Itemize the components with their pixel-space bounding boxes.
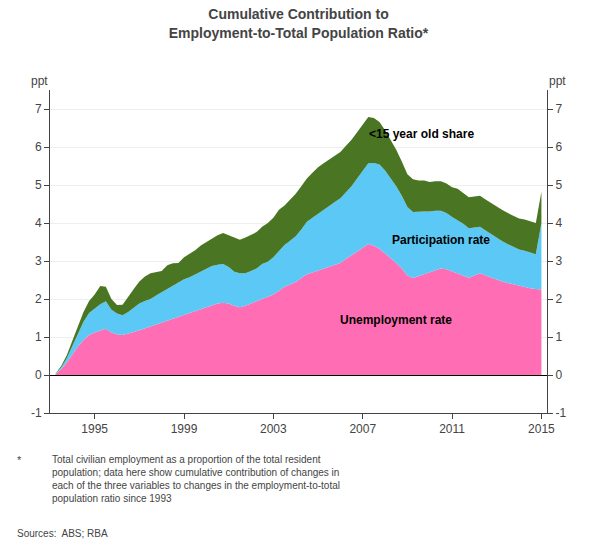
svg-text:5: 5 bbox=[35, 178, 42, 192]
svg-text:7: 7 bbox=[555, 102, 562, 116]
svg-text:2015: 2015 bbox=[528, 422, 555, 436]
svg-text:6: 6 bbox=[555, 140, 562, 154]
svg-text:1999: 1999 bbox=[171, 422, 198, 436]
svg-text:-1: -1 bbox=[31, 406, 42, 420]
svg-text:4: 4 bbox=[555, 216, 562, 230]
svg-text:3: 3 bbox=[35, 254, 42, 268]
svg-text:1: 1 bbox=[555, 330, 562, 344]
svg-text:4: 4 bbox=[35, 216, 42, 230]
svg-text:Participation rate: Participation rate bbox=[392, 233, 490, 247]
svg-text:0: 0 bbox=[555, 368, 562, 382]
svg-text:2011: 2011 bbox=[439, 422, 465, 436]
svg-text:Total civilian employment as a: Total civilian employment as a proportio… bbox=[52, 454, 340, 504]
svg-text:<15 year old share: <15 year old share bbox=[369, 127, 474, 141]
svg-text:ppt: ppt bbox=[549, 74, 566, 88]
svg-text:Unemployment rate: Unemployment rate bbox=[340, 313, 452, 327]
svg-text:Sources: ABS; RBA: Sources: ABS; RBA bbox=[17, 528, 108, 539]
svg-text:Cumulative Contribution toEmpl: Cumulative Contribution toEmployment-to-… bbox=[169, 6, 429, 40]
svg-text:1: 1 bbox=[35, 330, 42, 344]
svg-text:2: 2 bbox=[555, 292, 562, 306]
svg-text:7: 7 bbox=[35, 102, 42, 116]
svg-text:2003: 2003 bbox=[260, 422, 287, 436]
svg-text:1995: 1995 bbox=[81, 422, 108, 436]
svg-text:2007: 2007 bbox=[349, 422, 376, 436]
svg-text:-1: -1 bbox=[555, 406, 566, 420]
svg-text:0: 0 bbox=[35, 368, 42, 382]
svg-text:6: 6 bbox=[35, 140, 42, 154]
svg-text:3: 3 bbox=[555, 254, 562, 268]
svg-text:*: * bbox=[17, 454, 22, 466]
svg-text:ppt: ppt bbox=[31, 74, 48, 88]
svg-text:2: 2 bbox=[35, 292, 42, 306]
svg-text:5: 5 bbox=[555, 178, 562, 192]
